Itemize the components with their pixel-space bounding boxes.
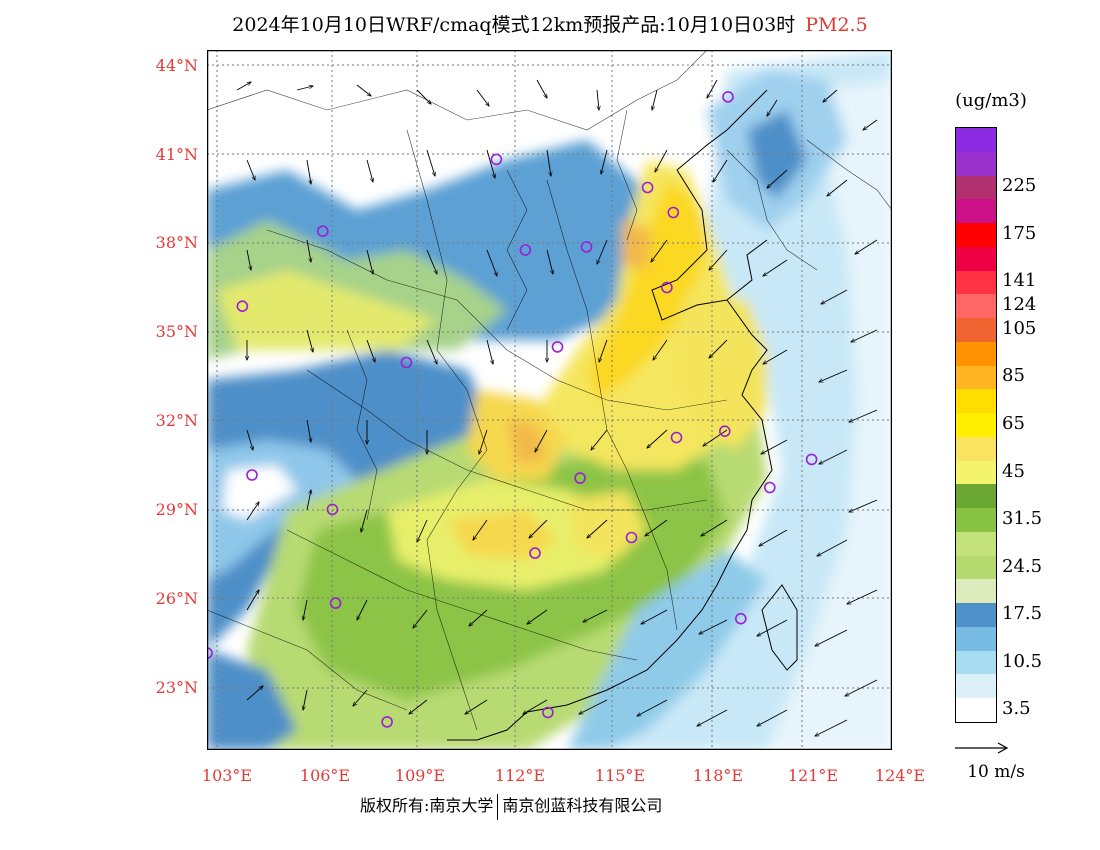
lon-label: 124°E <box>874 766 926 785</box>
color-bar-label: 31.5 <box>1002 508 1043 530</box>
city-marker <box>805 453 818 466</box>
lon-label: 115°E <box>594 766 646 785</box>
color-bar-segment <box>956 626 996 651</box>
wind-reference-label: 10 m/s <box>967 762 1025 782</box>
lat-label: 32°N <box>155 411 198 430</box>
color-bar-segment <box>956 246 996 271</box>
city-marker <box>641 181 654 194</box>
city-marker <box>718 425 731 438</box>
color-bar-segment <box>956 270 996 295</box>
color-bar-segment <box>956 698 996 722</box>
color-bar-label: 65 <box>1002 413 1025 434</box>
color-bar-segment <box>956 555 996 580</box>
city-marker <box>381 716 393 728</box>
wind-vectors <box>236 79 878 736</box>
color-bar-segment <box>956 223 996 247</box>
graticule <box>207 50 892 750</box>
color-bar-segment <box>956 508 996 532</box>
color-bar-label: 3.5 <box>1002 698 1031 720</box>
lat-label: 44°N <box>155 56 198 75</box>
color-bar-segment <box>956 175 996 200</box>
color-bar-label: 141 <box>1002 270 1037 292</box>
color-bar-label: 85 <box>1002 365 1025 387</box>
color-bar-segment <box>956 531 996 556</box>
city-marker <box>400 356 413 369</box>
color-bar-label: 45 <box>1002 460 1025 482</box>
color-bar-label: 124 <box>1002 294 1037 316</box>
color-bar <box>955 127 997 723</box>
color-bar-segment <box>956 341 996 366</box>
color-bar-segment <box>956 318 996 342</box>
color-bar-label: 17.5 <box>1002 603 1043 625</box>
city-marker <box>670 431 683 444</box>
lon-label: 112°E <box>494 766 546 785</box>
color-bar-segment <box>956 674 996 698</box>
color-bar-segment <box>956 436 996 461</box>
coastline <box>447 89 798 741</box>
color-bar-segment <box>956 294 996 318</box>
lat-label: 26°N <box>155 589 198 608</box>
color-bar-label: 105 <box>1002 317 1037 339</box>
color-bar-segment <box>956 603 996 627</box>
lon-label: 118°E <box>692 766 744 785</box>
map-title: 2024年10月10日WRF/cmaq模式12km预报产品:10月10日03时 P… <box>0 10 1100 37</box>
city-marker <box>317 225 329 237</box>
city-marker <box>722 91 734 103</box>
city-markers <box>207 91 818 728</box>
city-marker <box>574 472 586 484</box>
lon-label: 121°E <box>787 766 839 785</box>
city-marker <box>580 241 593 253</box>
city-marker <box>763 481 776 494</box>
color-bar-segment <box>956 579 996 603</box>
color-bar-segment <box>956 650 996 675</box>
pm25-forecast-map <box>207 50 892 750</box>
city-marker <box>246 469 258 481</box>
city-marker <box>326 503 339 516</box>
color-bar-label: 10.5 <box>1002 650 1043 672</box>
concentration-field <box>207 50 892 750</box>
city-marker <box>667 206 680 219</box>
lon-label: 106°E <box>299 766 351 785</box>
city-marker <box>542 706 554 719</box>
color-bar-segment <box>956 484 996 508</box>
color-bar-label: 24.5 <box>1002 555 1043 577</box>
color-bar-segment <box>956 128 996 152</box>
copyright-footer: 版权所有:南京大学 南京创蓝科技有限公司 <box>360 792 662 820</box>
footer-company: 南京创蓝科技有限公司 <box>502 796 663 815</box>
title-main: 2024年10月10日WRF/cmaq模式12km预报产品:10月10日03时 <box>232 14 796 36</box>
city-marker <box>529 547 541 559</box>
color-bar-segment <box>956 199 996 223</box>
lat-label: 29°N <box>155 500 198 519</box>
lat-label: 38°N <box>155 233 198 252</box>
map-frame <box>207 50 892 750</box>
lat-label: 23°N <box>155 678 198 697</box>
color-bar-segment <box>956 389 996 413</box>
city-marker <box>207 647 213 659</box>
city-marker <box>236 300 249 313</box>
color-bar-label: 175 <box>1002 222 1037 244</box>
legend-unit: (ug/m3) <box>955 90 1027 111</box>
lon-label: 103°E <box>201 766 253 785</box>
city-marker <box>625 531 638 544</box>
footer-divider <box>497 793 499 820</box>
lon-label: 109°E <box>394 766 446 785</box>
color-bar-segment <box>956 413 996 437</box>
footer-owner: 版权所有:南京大学 <box>360 796 494 815</box>
color-bar-segment <box>956 151 996 176</box>
lat-label: 35°N <box>155 322 198 341</box>
city-marker <box>490 153 503 166</box>
city-marker <box>329 597 342 609</box>
color-bar-segment <box>956 365 996 390</box>
wind-reference-arrow <box>955 742 1009 754</box>
color-bar-label: 225 <box>1002 175 1037 197</box>
city-marker <box>661 281 673 294</box>
city-marker <box>519 244 532 256</box>
color-bar-segment <box>956 460 996 485</box>
lat-label: 41°N <box>155 145 198 164</box>
title-species: PM2.5 <box>805 14 868 36</box>
city-marker <box>551 341 564 353</box>
city-marker <box>734 612 747 625</box>
